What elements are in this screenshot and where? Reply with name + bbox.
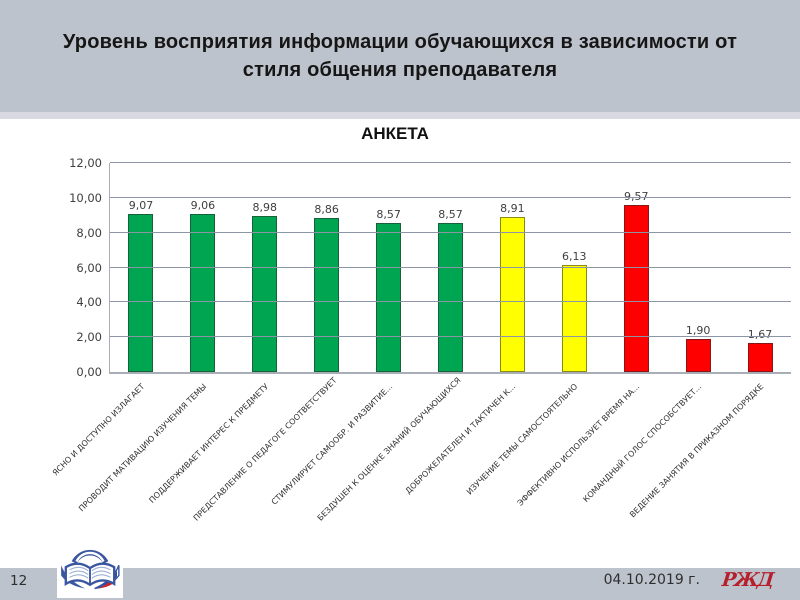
bar-value-label: 8,57 bbox=[438, 207, 463, 221]
y-tick-label: 2,00 bbox=[76, 330, 102, 345]
bar-value-label: 8,91 bbox=[500, 201, 525, 215]
y-axis-labels: 0,00 2,00 4,00 6,00 8,00 10,00 12,00 bbox=[30, 156, 102, 379]
bar bbox=[376, 222, 402, 372]
slide-date: 04.10.2019 г. bbox=[603, 572, 700, 588]
bar-slot: 8,86 bbox=[296, 163, 358, 372]
y-tick-label: 12,00 bbox=[69, 156, 102, 170]
bar-value-label: 8,57 bbox=[376, 207, 401, 221]
header-bottom-edge bbox=[0, 112, 800, 119]
y-tick-label: 10,00 bbox=[69, 190, 102, 205]
bar-value-label: 9,07 bbox=[128, 199, 154, 213]
bar bbox=[561, 265, 587, 372]
bar-value-label: 9,06 bbox=[190, 199, 216, 213]
bar-value-label: 1,90 bbox=[685, 323, 711, 337]
bar bbox=[190, 214, 216, 372]
slide-title: Уровень восприятия информации обучающихс… bbox=[62, 31, 738, 81]
bar-value-label: 8,86 bbox=[314, 202, 339, 216]
bar-slot: 9,57 bbox=[605, 163, 667, 372]
bar-slot: 8,57 bbox=[420, 163, 482, 372]
footer-bar bbox=[0, 568, 800, 600]
y-tick-label: 0,00 bbox=[76, 365, 102, 379]
bar bbox=[437, 222, 463, 372]
college-logo bbox=[57, 540, 123, 598]
gridline bbox=[110, 231, 791, 233]
bar-slot: 9,07 bbox=[110, 163, 172, 372]
gridline bbox=[110, 196, 791, 198]
bar bbox=[499, 216, 525, 372]
page-number: 12 bbox=[10, 573, 28, 589]
bar-value-label: 6,13 bbox=[562, 250, 587, 264]
gridline bbox=[110, 162, 791, 163]
bar-slot: 1,90 bbox=[667, 163, 729, 372]
slide-header: Уровень восприятия информации обучающихс… bbox=[0, 0, 800, 112]
bar-slot: 6,13 bbox=[543, 163, 605, 372]
gridline bbox=[110, 336, 791, 338]
chart-title: АНКЕТА bbox=[361, 124, 429, 143]
y-tick-label: 4,00 bbox=[76, 295, 102, 310]
bar bbox=[314, 217, 340, 372]
gridline bbox=[110, 266, 791, 268]
college-emblem-icon bbox=[61, 549, 120, 590]
plot-area: 9,07 9,06 8,98 8,86 8,57 8,57 8,91 6,13 9,57 1,90… bbox=[109, 162, 791, 374]
bar bbox=[747, 342, 773, 372]
bar-series: 9,07 9,06 8,98 8,86 8,57 8,57 8,91 6,13 9,57 1,90… bbox=[110, 163, 791, 372]
bar-slot: 1,67 bbox=[729, 163, 791, 372]
bar-value-label: 8,98 bbox=[252, 200, 278, 214]
y-tick-label: 6,00 bbox=[76, 260, 102, 275]
bar bbox=[685, 338, 711, 372]
bar-slot: 8,98 bbox=[234, 163, 296, 372]
bar bbox=[623, 205, 649, 372]
bar bbox=[252, 215, 278, 372]
bar bbox=[128, 214, 154, 372]
bar-slot: 8,91 bbox=[481, 163, 543, 372]
y-tick-label: 8,00 bbox=[76, 225, 102, 240]
bar-value-label: 9,57 bbox=[623, 190, 649, 204]
bar-slot: 9,06 bbox=[172, 163, 234, 372]
bar-value-label: 1,67 bbox=[747, 327, 773, 341]
bar-slot: 8,57 bbox=[358, 163, 420, 372]
gridline bbox=[110, 301, 791, 303]
rzd-logo: РЖД bbox=[720, 569, 774, 591]
